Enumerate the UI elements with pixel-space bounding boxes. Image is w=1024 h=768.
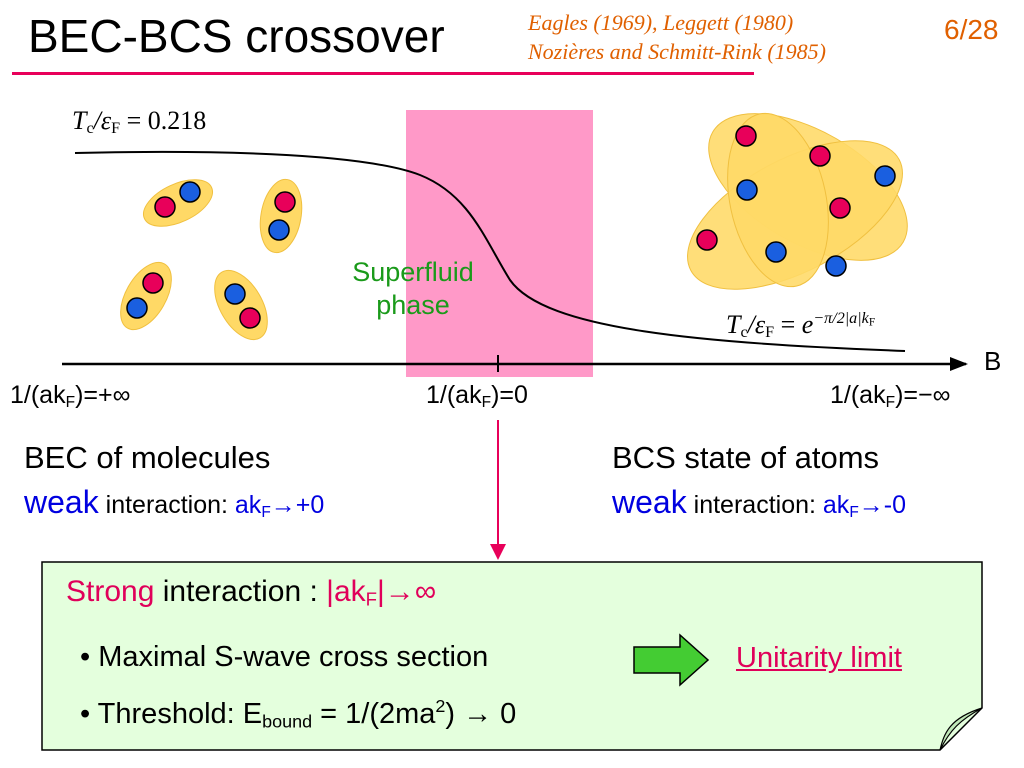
note-fold — [939, 707, 983, 751]
bcs-cooper-pairs — [687, 112, 908, 290]
strong-interaction-line: Strong interaction : |akF|→∞ — [66, 575, 437, 610]
bcs-interaction-line: weak interaction: akF→-0 — [612, 484, 907, 521]
references: Eagles (1969), Leggett (1980) Nozières a… — [528, 8, 826, 66]
axis-left-label: 1/(akF)=+∞ — [10, 381, 131, 411]
bullet-threshold: • Threshold: Ebound = 1/(2ma2) → 0 — [80, 696, 517, 732]
bec-molecule — [143, 179, 213, 227]
note-box — [41, 561, 983, 751]
bullet-cross-section: • Maximal S-wave cross section — [80, 641, 489, 673]
bec-molecule — [214, 269, 268, 341]
superfluid-phase-label: Superfluid phase — [352, 257, 474, 320]
page-number: 6/28 — [944, 14, 999, 45]
title-underline — [12, 72, 754, 75]
bec-interaction-line: weak interaction: akF→+0 — [24, 484, 325, 521]
pointer-arrowhead — [490, 544, 506, 560]
bec-molecule — [259, 178, 303, 254]
right-arrow-icon — [633, 633, 710, 687]
unitarity-limit-label: Unitarity limit — [736, 642, 902, 674]
tc-bcs-formula: Tc/εF = e−π/2|a|kF — [726, 310, 876, 342]
unitarity-band — [406, 110, 593, 377]
tc-curve — [74, 150, 906, 352]
axis-b-label: B — [984, 346, 1002, 376]
axis-right-label: 1/(akF)=−∞ — [830, 381, 951, 411]
reference-line-1: Eagles (1969), Leggett (1980) — [528, 10, 794, 35]
bec-molecule — [120, 261, 172, 331]
bec-heading: BEC of molecules — [24, 440, 271, 475]
reference-line-2: Nozières and Schmitt-Rink (1985) — [528, 39, 826, 64]
b-axis-arrowhead — [950, 357, 968, 371]
page-title: BEC-BCS crossover — [28, 10, 445, 62]
tc-bec-formula: Tc/εF = 0.218 — [72, 106, 207, 138]
axis-mid-label: 1/(akF)=0 — [426, 381, 528, 411]
bcs-heading: BCS state of atoms — [612, 440, 880, 475]
